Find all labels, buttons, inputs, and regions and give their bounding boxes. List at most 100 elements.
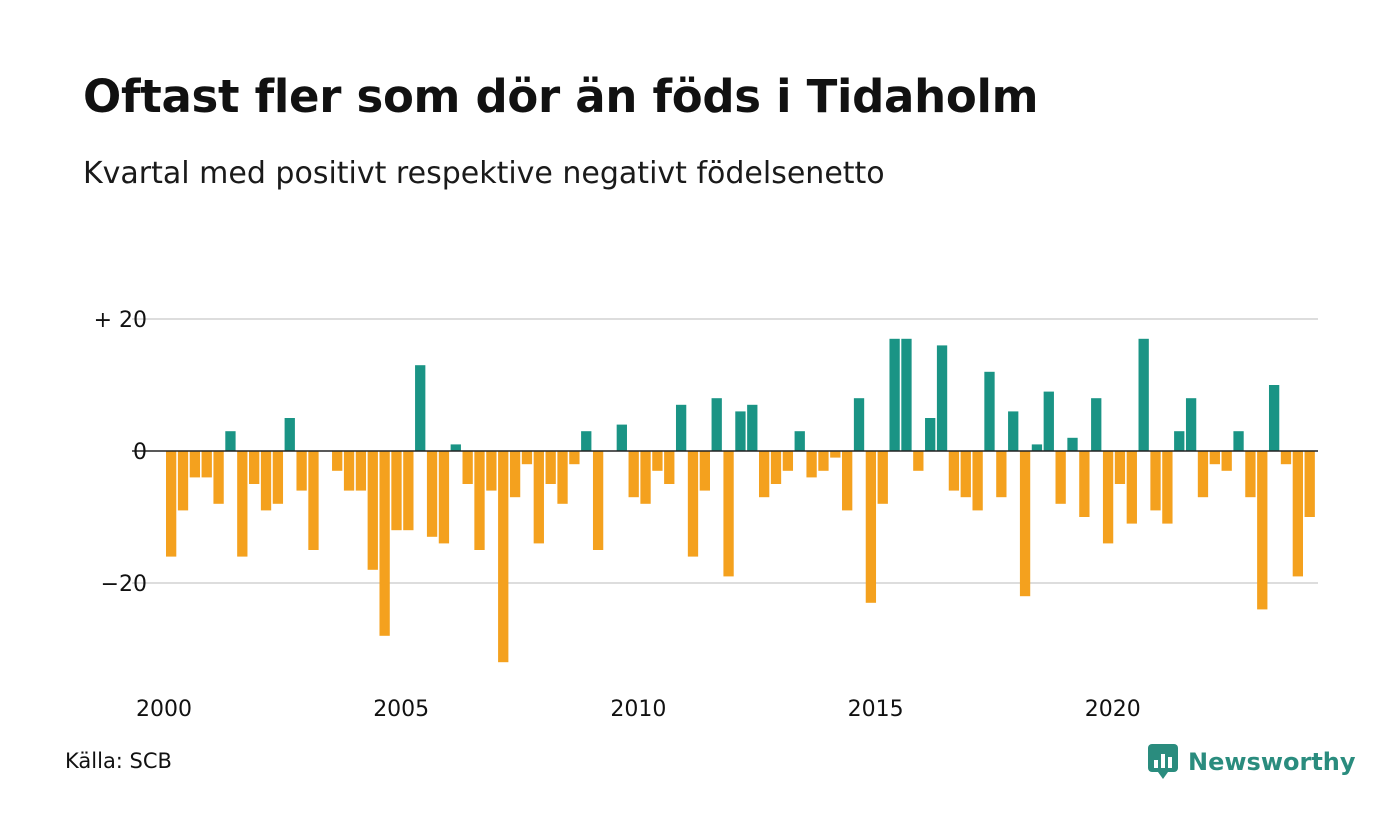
bar bbox=[1138, 338, 1149, 451]
bar bbox=[498, 451, 509, 663]
bar bbox=[426, 451, 438, 537]
bar bbox=[830, 451, 841, 458]
bar bbox=[272, 451, 284, 504]
newsworthy-logo[interactable]: Newsworthy bbox=[1148, 744, 1356, 780]
chart-subtitle: Kvartal med positivt respektive negativt… bbox=[83, 156, 885, 191]
bar bbox=[415, 365, 426, 451]
bar bbox=[379, 451, 390, 636]
bar bbox=[1067, 437, 1078, 451]
bar bbox=[806, 451, 817, 478]
x-axis-ticks: 2000 2005 2010 2015 2020 bbox=[136, 697, 1141, 722]
bar bbox=[213, 451, 224, 504]
bar bbox=[1221, 451, 1232, 471]
bar bbox=[735, 411, 746, 451]
bar bbox=[296, 451, 307, 491]
bar bbox=[1280, 451, 1292, 465]
newsworthy-logo-icon bbox=[1148, 744, 1178, 779]
bar bbox=[1079, 451, 1090, 517]
bar bbox=[652, 451, 663, 471]
bar bbox=[581, 431, 592, 451]
chart-title: Oftast fler som dör än föds i Tidaholm bbox=[83, 70, 1039, 123]
bar bbox=[1233, 431, 1244, 451]
bar bbox=[486, 451, 497, 491]
bar bbox=[675, 404, 687, 451]
bar bbox=[759, 451, 770, 498]
bar bbox=[462, 451, 473, 484]
bar bbox=[391, 451, 402, 531]
bar bbox=[1174, 431, 1185, 451]
bar bbox=[260, 451, 272, 511]
y-tick-label: + 20 bbox=[94, 308, 147, 333]
bar bbox=[1185, 398, 1197, 451]
bar bbox=[592, 451, 604, 550]
bar bbox=[1043, 391, 1054, 451]
bar bbox=[249, 451, 260, 484]
bar bbox=[533, 451, 544, 544]
x-tick-label: 2000 bbox=[136, 697, 192, 722]
bar bbox=[699, 451, 710, 491]
bar bbox=[664, 451, 675, 484]
bar bbox=[877, 451, 888, 504]
bar bbox=[723, 451, 734, 577]
bar bbox=[913, 451, 924, 471]
bar bbox=[509, 451, 521, 498]
source-label: Källa: SCB bbox=[65, 749, 172, 773]
bar bbox=[1008, 411, 1019, 451]
gridlines bbox=[132, 318, 1318, 584]
bar bbox=[770, 451, 782, 484]
bar bbox=[1091, 398, 1102, 451]
bar bbox=[948, 451, 960, 491]
bar bbox=[687, 451, 699, 557]
bar bbox=[853, 398, 865, 451]
bars bbox=[166, 338, 1315, 663]
bar bbox=[367, 451, 378, 570]
brand-name: Newsworthy bbox=[1188, 748, 1356, 776]
bar bbox=[1257, 451, 1268, 610]
bar bbox=[225, 431, 236, 451]
bar bbox=[355, 451, 367, 491]
bar bbox=[1304, 451, 1315, 517]
bar bbox=[438, 451, 450, 544]
bar bbox=[1292, 451, 1303, 577]
x-tick-label: 2010 bbox=[610, 697, 666, 722]
y-tick-label: 0 bbox=[133, 440, 147, 465]
y-tick-label: −20 bbox=[101, 572, 147, 597]
y-axis-ticks: + 20 0 −20 bbox=[94, 308, 147, 597]
bar bbox=[521, 451, 533, 465]
bar bbox=[308, 451, 319, 550]
bar bbox=[1102, 451, 1114, 544]
bar bbox=[474, 451, 485, 550]
bar bbox=[711, 398, 722, 451]
bar bbox=[1245, 451, 1256, 498]
bar bbox=[343, 451, 355, 491]
x-tick-label: 2020 bbox=[1085, 697, 1141, 722]
bar bbox=[865, 451, 877, 603]
bar bbox=[166, 451, 177, 557]
bar bbox=[1114, 451, 1126, 484]
bar bbox=[201, 451, 212, 478]
bar bbox=[284, 418, 295, 451]
bar bbox=[747, 404, 758, 451]
bar bbox=[569, 451, 580, 465]
bar bbox=[403, 451, 414, 531]
bar bbox=[1150, 451, 1161, 511]
bar bbox=[901, 338, 912, 451]
bar bbox=[984, 371, 995, 451]
bar bbox=[332, 451, 343, 471]
x-tick-label: 2015 bbox=[848, 697, 904, 722]
bar bbox=[1126, 451, 1137, 524]
bar bbox=[545, 451, 556, 484]
bar bbox=[1019, 451, 1031, 597]
bar bbox=[1055, 451, 1066, 504]
bar bbox=[177, 451, 189, 511]
bar bbox=[818, 451, 829, 471]
bar bbox=[794, 431, 805, 451]
bar bbox=[925, 418, 936, 451]
bar bbox=[842, 451, 853, 511]
bar bbox=[782, 451, 794, 471]
bar bbox=[450, 444, 461, 451]
bar bbox=[616, 424, 627, 451]
bar bbox=[237, 451, 248, 557]
x-tick-label: 2005 bbox=[373, 697, 429, 722]
